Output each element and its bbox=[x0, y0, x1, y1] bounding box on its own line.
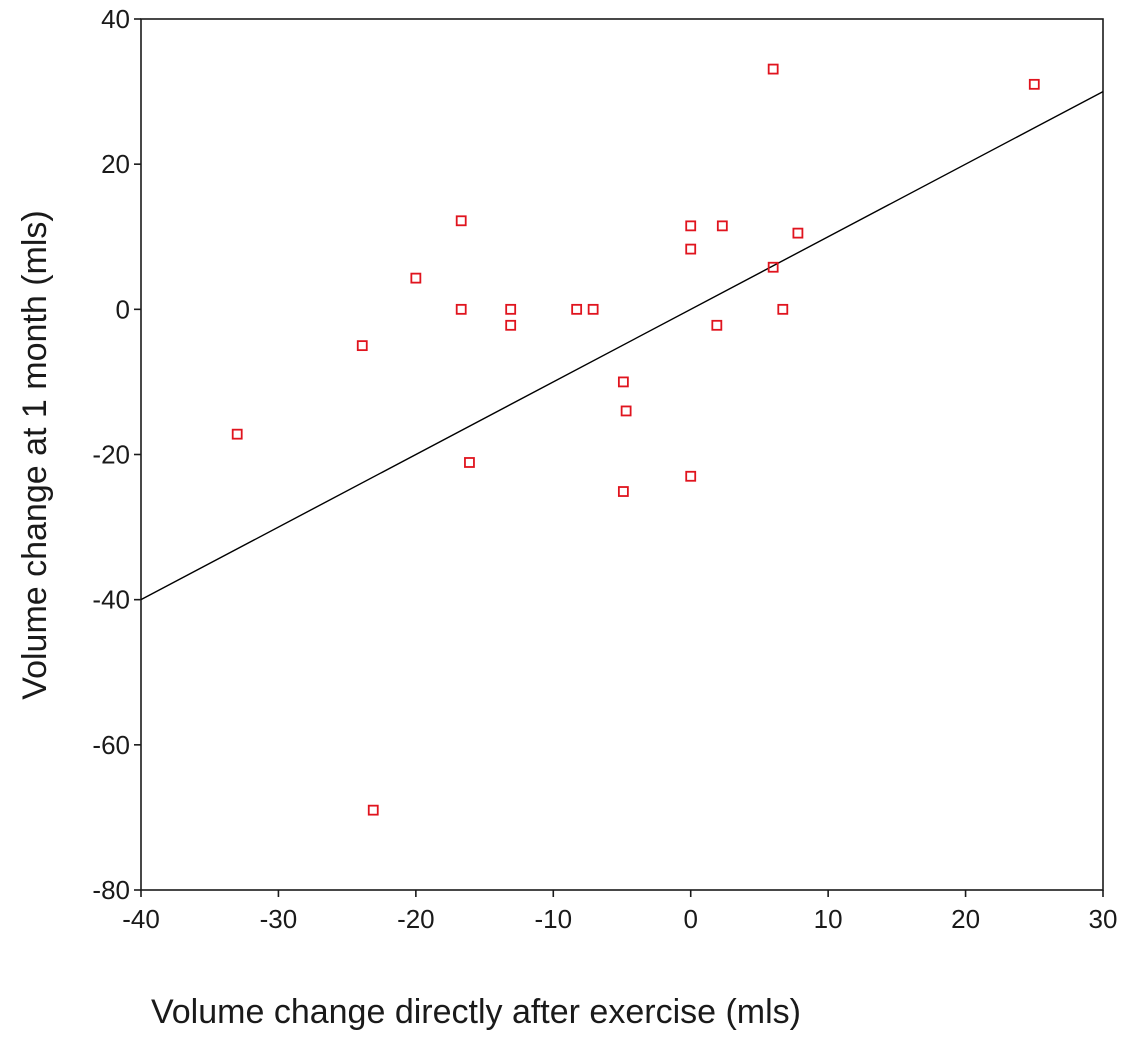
axis-ticks: -40 -30 -20 -10 0 10 20 30 -80 -60 -40 -20 0 20 40 bbox=[92, 4, 1117, 934]
x-tick-label: -10 bbox=[534, 904, 572, 934]
x-tick-label: 0 bbox=[683, 904, 697, 934]
data-point bbox=[792, 227, 804, 239]
y-axis-title: Volume change at 1 month (mls) bbox=[16, 210, 54, 699]
data-point bbox=[711, 319, 723, 331]
x-tick-label: 10 bbox=[814, 904, 843, 934]
data-point bbox=[716, 220, 728, 232]
y-tick-label: 40 bbox=[101, 4, 130, 34]
y-tick-label: 20 bbox=[101, 149, 130, 179]
x-tick-label: 30 bbox=[1089, 904, 1118, 934]
data-point bbox=[1028, 78, 1040, 90]
x-tick-label: -20 bbox=[397, 904, 435, 934]
data-point bbox=[356, 340, 368, 352]
x-tick-label: 20 bbox=[951, 904, 980, 934]
data-point bbox=[587, 303, 599, 315]
y-tick-label: -80 bbox=[92, 875, 130, 905]
x-tick-label: -40 bbox=[122, 904, 160, 934]
identity-reference-line bbox=[140, 90, 1104, 601]
data-point bbox=[617, 376, 629, 388]
data-point bbox=[767, 261, 779, 273]
data-point bbox=[455, 303, 467, 315]
data-point bbox=[505, 319, 517, 331]
y-tick-label: -40 bbox=[92, 585, 130, 615]
y-tick-label: 0 bbox=[116, 294, 130, 324]
data-point bbox=[505, 303, 517, 315]
plot-frame bbox=[140, 18, 1104, 891]
data-point bbox=[620, 405, 632, 417]
data-point bbox=[231, 428, 243, 440]
data-point bbox=[410, 272, 422, 284]
y-tick-label: -20 bbox=[92, 440, 130, 470]
data-point bbox=[685, 220, 697, 232]
data-point bbox=[367, 804, 379, 816]
data-point bbox=[617, 486, 629, 497]
data-point bbox=[455, 215, 467, 227]
plot-area bbox=[140, 18, 1104, 891]
data-point bbox=[464, 457, 475, 468]
data-point bbox=[777, 303, 789, 315]
data-point bbox=[571, 303, 583, 315]
data-point bbox=[685, 243, 697, 255]
y-tick-label: -60 bbox=[92, 730, 130, 760]
x-tick-label: -30 bbox=[260, 904, 298, 934]
data-point bbox=[767, 63, 779, 75]
x-axis-title: Volume change directly after exercise (m… bbox=[151, 993, 801, 1031]
data-point bbox=[685, 470, 697, 482]
